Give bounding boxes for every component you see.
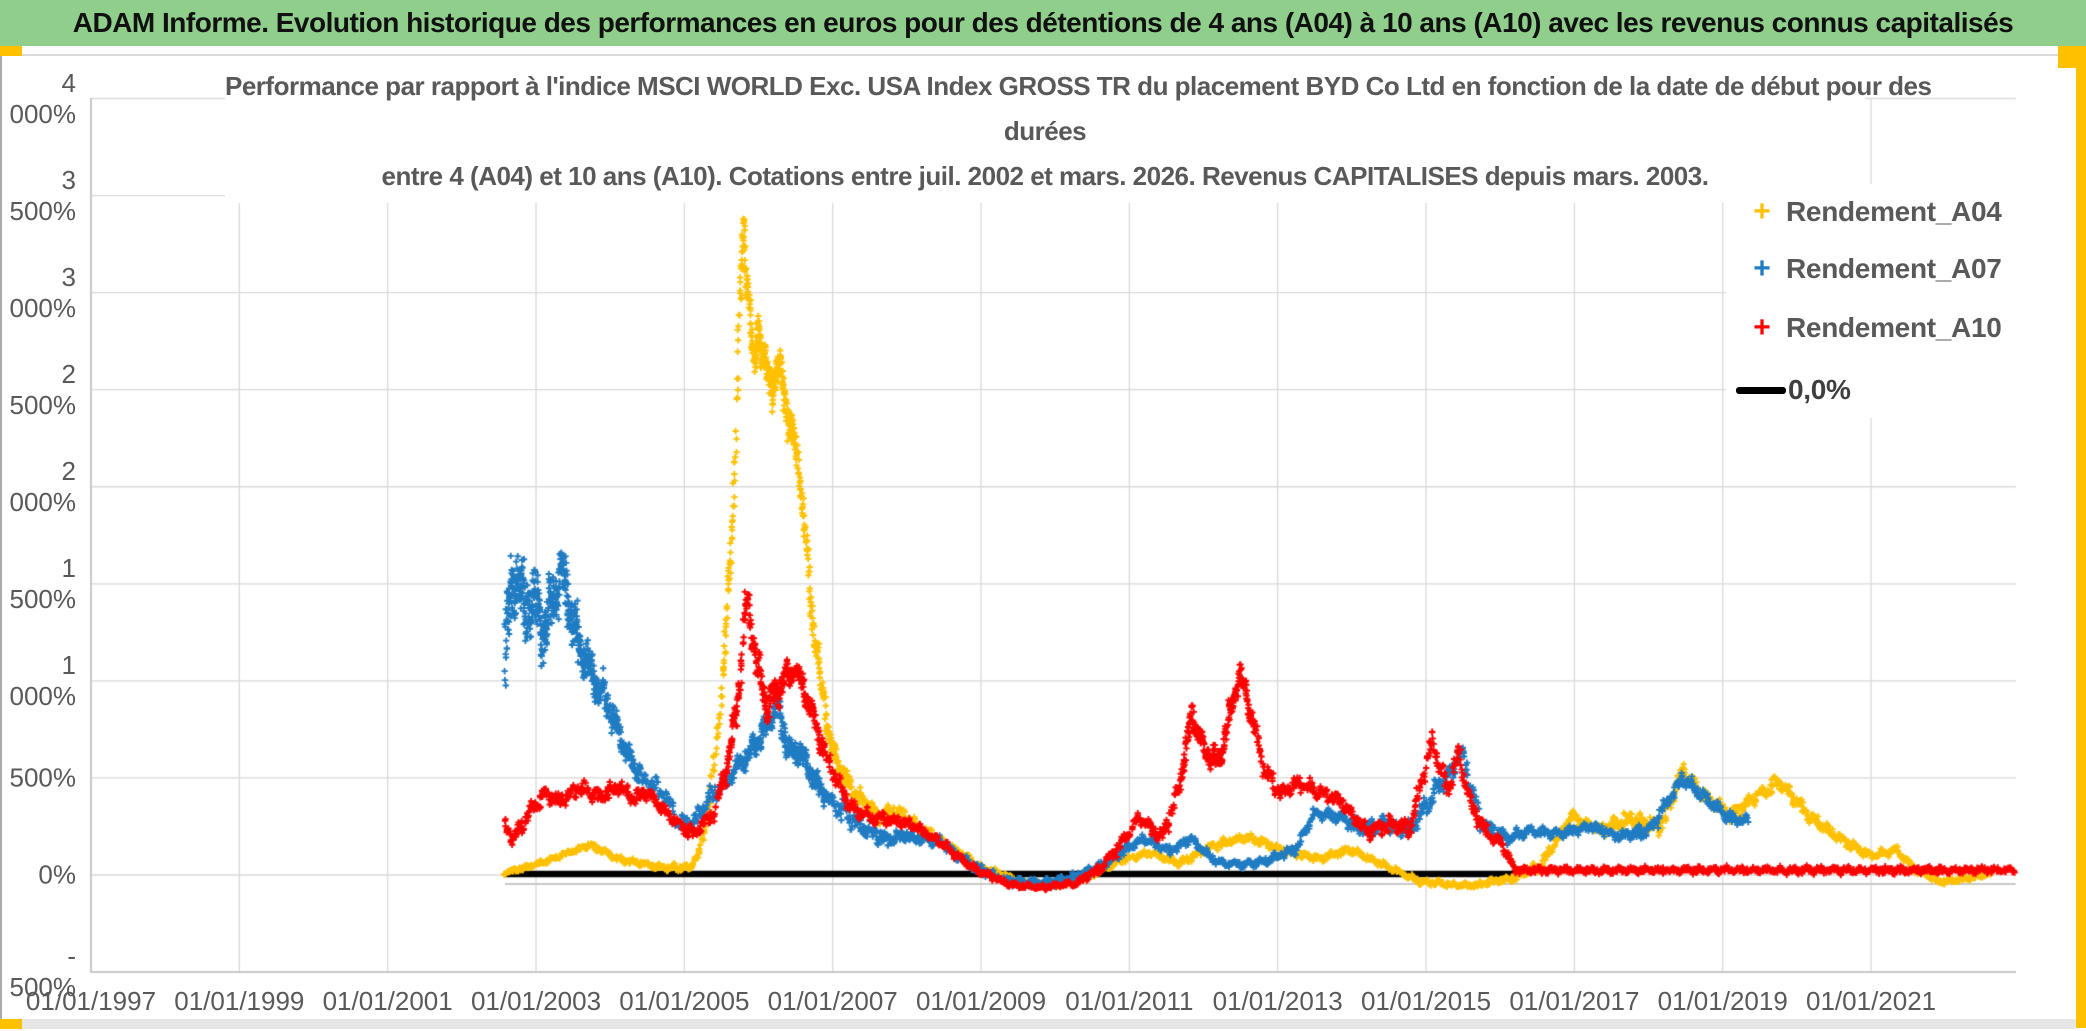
x-tick-label: 01/01/2009 (915, 986, 1047, 1016)
y-tick-label: 2 500% (9, 358, 77, 420)
legend-label: Rendement_A10 (1786, 312, 2002, 343)
legend-item-zero-line[interactable]: 0,0% (1736, 373, 1851, 407)
x-tick-label: 01/01/2003 (470, 986, 602, 1016)
chart-title-line-3: entre 4 (A04) et 10 ans (A10). Cotations… (381, 161, 1709, 191)
x-tick-label: 01/01/2001 (322, 986, 453, 1016)
x-tick-label: 01/01/2007 (767, 986, 898, 1016)
chart-title-line-1: Performance par rapport à l'indice MSCI … (225, 71, 1932, 101)
legend-label: Rendement_A04 (1786, 196, 2002, 227)
y-tick-label: 0% (38, 859, 76, 890)
x-tick-label: 01/01/2015 (1360, 986, 1492, 1016)
legend-item-rendement-a10[interactable]: + Rendement_A10 (1738, 311, 2002, 345)
x-tick-label: 01/01/2021 (1806, 986, 1937, 1016)
x-tick-label: 01/01/2013 (1212, 986, 1343, 1016)
legend-label: 0,0% (1788, 374, 1851, 405)
legend-label: Rendement_A07 (1786, 253, 2002, 284)
legend-item-rendement-a07[interactable]: + Rendement_A07 (1738, 252, 2002, 286)
x-tick-label: 01/01/2005 (619, 986, 750, 1016)
y-tick-label: 500% (9, 762, 77, 793)
x-tick-label: 01/01/1999 (174, 986, 305, 1016)
y-tick-label: 2 000% (9, 455, 77, 517)
x-tick-label: 01/01/2017 (1509, 986, 1640, 1016)
y-tick-label: 4 000% (9, 67, 77, 129)
plus-marker-icon: + (1753, 252, 1771, 285)
plus-marker-icon: + (1753, 311, 1771, 344)
x-tick-label: 01/01/2019 (1657, 986, 1788, 1016)
x-tick-label: 01/01/1997 (25, 986, 157, 1016)
y-tick-label: 1 500% (9, 552, 77, 614)
y-tick-label: 3 000% (9, 261, 77, 323)
y-tick-label: 1 000% (9, 649, 77, 711)
y-tick-label: 3 500% (9, 164, 77, 226)
y-tick-label: - 500% (9, 941, 77, 1003)
legend-item-rendement-a04[interactable]: + Rendement_A04 (1738, 195, 2002, 229)
x-tick-label: 01/01/2011 (1065, 986, 1194, 1016)
zero-line-icon (1736, 386, 1786, 394)
plus-marker-icon: + (1753, 195, 1771, 228)
chart-title: Performance par rapport à l'indice MSCI … (225, 64, 1932, 199)
chart-title-line-2: durées (1003, 116, 1087, 146)
